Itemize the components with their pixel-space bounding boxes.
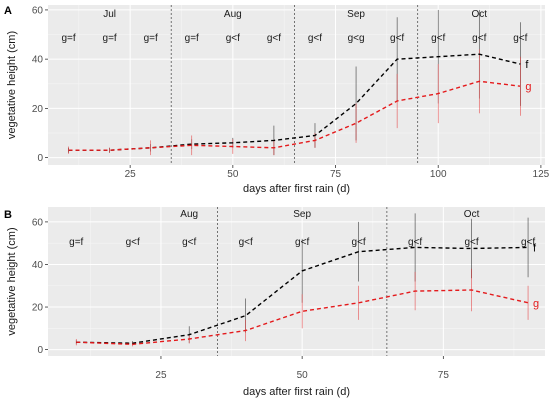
month-label: Sep bbox=[347, 9, 365, 20]
y-tick-label: 60 bbox=[32, 217, 44, 228]
month-label: Sep bbox=[293, 209, 311, 220]
y-tick-label: 0 bbox=[37, 153, 43, 164]
comparison-label: g<f bbox=[226, 33, 240, 44]
comparison-label: g=f bbox=[69, 237, 83, 248]
x-tick-label: 50 bbox=[227, 169, 239, 180]
plot-background bbox=[48, 5, 545, 165]
plot-background bbox=[48, 207, 545, 356]
series-label-g: g bbox=[533, 298, 539, 310]
series-line-f bbox=[68, 53, 521, 151]
comparison-label: g<f bbox=[239, 237, 253, 248]
x-tick-label: 125 bbox=[533, 169, 550, 180]
y-tick-label: 40 bbox=[32, 260, 44, 271]
month-label: Aug bbox=[224, 9, 242, 20]
comparison-label: g=f bbox=[103, 33, 117, 44]
month-label: Aug bbox=[180, 209, 198, 220]
comparison-label: g<g bbox=[348, 33, 365, 44]
series-line-g bbox=[68, 80, 521, 151]
comparison-label: g<f bbox=[308, 33, 322, 44]
panel-tag: A bbox=[4, 5, 12, 17]
comparison-label: g<f bbox=[267, 33, 281, 44]
x-tick-label: 75 bbox=[330, 169, 342, 180]
comparison-label: g=f bbox=[185, 33, 199, 44]
y-tick-label: 20 bbox=[32, 104, 44, 115]
x-tick-label: 100 bbox=[430, 169, 447, 180]
series-label-g: g bbox=[525, 81, 531, 93]
y-tick-label: 60 bbox=[32, 5, 44, 16]
series-label-f: f bbox=[525, 59, 529, 71]
comparison-label: g=f bbox=[144, 33, 158, 44]
y-tick-label: 0 bbox=[37, 345, 43, 356]
y-tick-label: 40 bbox=[32, 55, 44, 66]
series-label-f: f bbox=[533, 242, 537, 254]
y-tick-label: 20 bbox=[32, 303, 44, 314]
comparison-label: g<f bbox=[126, 237, 140, 248]
y-axis-title: vegetative height (cm) bbox=[6, 31, 18, 139]
x-axis-title: days after first rain (d) bbox=[243, 183, 350, 195]
panel-tag: B bbox=[4, 209, 12, 221]
month-label: Jul bbox=[103, 9, 116, 20]
y-axis-title: vegetative height (cm) bbox=[6, 227, 18, 335]
x-axis-title: days after first rain (d) bbox=[243, 386, 350, 398]
series-line-f bbox=[76, 246, 529, 344]
x-tick-label: 25 bbox=[125, 169, 137, 180]
month-label: Oct bbox=[464, 209, 480, 220]
x-tick-label: 25 bbox=[155, 370, 167, 381]
x-tick-label: 50 bbox=[297, 370, 309, 381]
comparison-label: g=f bbox=[61, 33, 75, 44]
comparison-label: g<f bbox=[182, 237, 196, 248]
x-tick-label: 75 bbox=[438, 370, 450, 381]
